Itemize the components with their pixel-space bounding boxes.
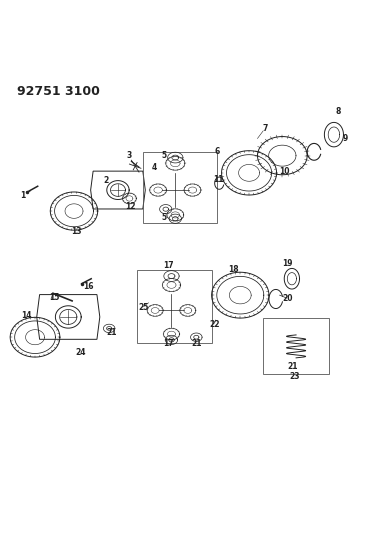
Text: 20: 20: [282, 295, 293, 303]
Text: 3: 3: [127, 151, 132, 160]
Text: 1: 1: [20, 191, 25, 200]
Text: 21: 21: [106, 328, 117, 337]
Text: 16: 16: [83, 282, 94, 291]
Text: 4: 4: [152, 163, 157, 172]
Text: 8: 8: [335, 107, 340, 116]
Text: 5: 5: [161, 213, 166, 222]
Bar: [143, 152, 218, 223]
Text: 9: 9: [343, 134, 348, 143]
Text: 18: 18: [228, 265, 239, 274]
Bar: [263, 318, 329, 374]
Text: 13: 13: [71, 227, 81, 236]
Text: 6: 6: [215, 147, 220, 156]
Text: 14: 14: [21, 311, 32, 320]
Text: 7: 7: [263, 124, 268, 133]
Text: 5: 5: [161, 151, 166, 160]
Text: 17: 17: [164, 339, 174, 348]
Text: 24: 24: [75, 348, 86, 357]
Text: 10: 10: [279, 167, 290, 176]
Text: 92751 3100: 92751 3100: [17, 85, 100, 98]
Text: 12: 12: [126, 201, 136, 211]
Bar: [137, 270, 212, 343]
Text: 21: 21: [192, 339, 203, 348]
Text: 17: 17: [164, 261, 174, 270]
Text: 22: 22: [209, 320, 220, 329]
Text: 21: 21: [287, 362, 298, 371]
Text: 11: 11: [213, 175, 224, 184]
Text: 25: 25: [138, 303, 149, 312]
Text: 15: 15: [49, 293, 59, 302]
Text: 19: 19: [282, 259, 293, 268]
Text: 2: 2: [104, 176, 109, 185]
Text: 23: 23: [290, 372, 300, 381]
